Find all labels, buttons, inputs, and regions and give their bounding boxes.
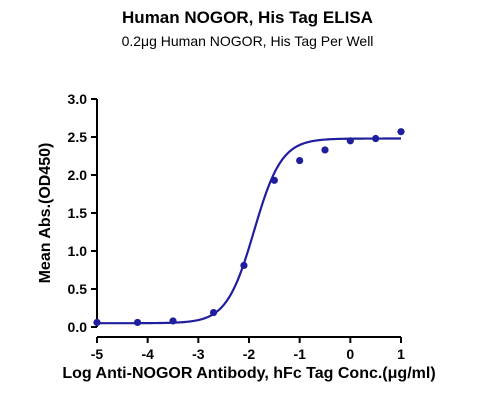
- data-point: [397, 128, 405, 136]
- axes: 0.0 0.5 1.0 1.5 2.0 2.5 3.0 -5 -4 -3 -2 -1 0 1: [68, 91, 406, 362]
- fit-curve-layer: [97, 137, 401, 325]
- x-tick-label: 0: [346, 346, 354, 362]
- y-tick-label: 0.5: [68, 281, 88, 297]
- chart-title: Human NOGOR, His Tag ELISA: [122, 8, 373, 27]
- y-tick-label: 2.0: [68, 167, 88, 183]
- x-tick-label: -4: [141, 346, 154, 362]
- data-point: [270, 176, 278, 184]
- y-axis-label: Mean Abs.(OD450): [37, 143, 54, 284]
- data-points-layer: [93, 128, 405, 327]
- data-point: [240, 261, 248, 270]
- data-point: [296, 156, 304, 165]
- y-tick-label: 0.0: [68, 319, 88, 335]
- y-tick-label: 1.0: [68, 243, 88, 259]
- data-point: [372, 134, 380, 143]
- x-tick-label: -5: [91, 346, 104, 362]
- data-point: [133, 318, 142, 327]
- x-tick-label: -1: [293, 346, 306, 362]
- data-point: [346, 137, 354, 145]
- data-point: [321, 146, 329, 154]
- y-tick-label: 2.5: [68, 129, 88, 145]
- x-tick-label: 1: [397, 346, 405, 362]
- data-point: [209, 308, 218, 317]
- data-point: [169, 317, 177, 325]
- x-tick-label: -2: [243, 346, 256, 362]
- x-axis-label: Log Anti-NOGOR Antibody, hFc Tag Conc.(μ…: [62, 365, 435, 382]
- y-tick-label: 3.0: [68, 91, 88, 107]
- x-tick-label: -3: [192, 346, 205, 362]
- data-point: [93, 318, 101, 327]
- y-tick-label: 1.5: [68, 205, 88, 221]
- chart-subtitle: 0.2μg Human NOGOR, His Tag Per Well: [121, 33, 374, 49]
- fit-curve: [97, 137, 401, 325]
